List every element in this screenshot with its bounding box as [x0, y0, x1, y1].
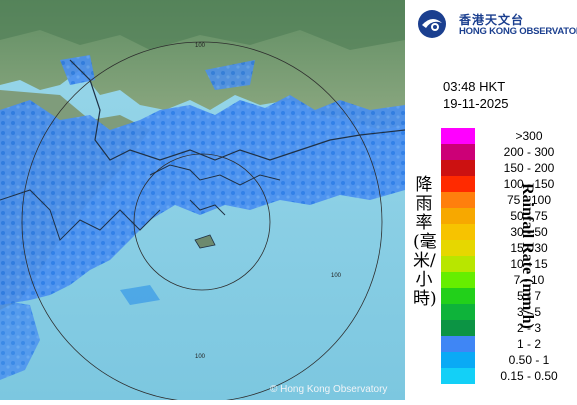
legend-row: >300	[441, 128, 577, 144]
legend-title-chinese: 降雨率(毫米/小時)	[413, 175, 437, 309]
legend-row: 50 - 75	[441, 208, 577, 224]
legend-range-label: 75 - 100	[506, 193, 552, 207]
legend-swatch	[441, 144, 475, 160]
legend-swatch	[441, 256, 475, 272]
hko-logo: 香港天文台 HONG KONG OBSERVATORY	[415, 8, 577, 40]
radar-image: 100 100 100	[0, 0, 406, 403]
legend-range-label: 5 - 7	[516, 289, 541, 303]
legend-row: 30 - 50	[441, 224, 577, 240]
legend-swatch	[441, 128, 475, 144]
legend-row: 10 - 15	[441, 256, 577, 272]
legend-swatch	[441, 224, 475, 240]
range-ring-inner	[133, 153, 271, 291]
legend-swatch	[441, 272, 475, 288]
legend-row: 150 - 200	[441, 160, 577, 176]
range-label-south: 100	[195, 354, 206, 360]
coastline	[69, 59, 406, 161]
logo-chinese-text: 香港天文台	[459, 13, 525, 27]
island-outline	[189, 199, 226, 216]
hko-emblem-icon	[418, 10, 446, 38]
rain-echo-southwest	[0, 300, 40, 380]
legend-row: 1 - 2	[441, 336, 577, 352]
legend-range-label: 10 - 15	[510, 257, 548, 271]
legend-swatch	[441, 288, 475, 304]
mountain-shading	[0, 0, 405, 50]
legend-swatch	[441, 352, 475, 368]
coastline-west	[0, 189, 161, 241]
legend-row: 7 - 10	[441, 272, 577, 288]
legend-row: 15 - 30	[441, 240, 577, 256]
legend-range-label: 150 - 200	[503, 161, 555, 175]
range-label-east: 100	[331, 273, 342, 279]
legend-row: 75 - 100	[441, 192, 577, 208]
range-label-north: 100	[195, 43, 206, 49]
legend-range-label: 0.15 - 0.50	[500, 369, 558, 383]
legend-range-label: 100 - 150	[503, 177, 555, 191]
rain-echo-small	[120, 285, 160, 305]
copyright: © Hong Kong Observatory	[270, 384, 388, 395]
legend-range-label: 2 - 3	[516, 321, 541, 335]
radar-map[interactable]: 100 100 100 © Hong Kong Observatory	[0, 0, 406, 403]
legend-swatch	[441, 320, 475, 336]
legend-range-label: 50 - 75	[510, 209, 548, 223]
legend-range-label: 1 - 2	[516, 337, 541, 351]
legend-swatch	[441, 240, 475, 256]
legend-row: 5 - 7	[441, 288, 577, 304]
legend-range-label: 200 - 300	[503, 145, 555, 159]
island	[194, 234, 216, 249]
legend-range-label: 30 - 50	[510, 225, 548, 239]
legend-row: 100 - 150	[441, 176, 577, 192]
legend-range-label: 3 - 5	[516, 305, 541, 319]
legend-row: 0.50 - 1	[441, 352, 577, 368]
logo-english-text: HONG KONG OBSERVATORY	[459, 26, 577, 37]
legend-panel: 香港天文台 HONG KONG OBSERVATORY 03:48 HKT 19…	[405, 0, 577, 400]
legend-swatch	[441, 160, 475, 176]
radar-date: 19-11-2025	[443, 96, 509, 111]
hk-boundary	[149, 164, 281, 186]
rain-echo-north	[60, 55, 95, 85]
legend-swatch	[441, 368, 475, 384]
legend-row: 200 - 300	[441, 144, 577, 160]
legend-swatch	[441, 304, 475, 320]
legend-row: 0.15 - 0.50	[441, 368, 577, 384]
legend-swatch	[441, 336, 475, 352]
legend-range-label: 15 - 30	[510, 241, 548, 255]
legend-range-label: >300	[515, 129, 543, 143]
legend-swatch	[441, 192, 475, 208]
legend-swatch	[441, 208, 475, 224]
legend-swatch	[441, 176, 475, 192]
radar-time: 03:48 HKT	[443, 79, 506, 94]
legend-range-label: 0.50 - 1	[508, 353, 550, 367]
legend-range-label: 7 - 10	[513, 273, 545, 287]
rain-echo-northeast	[205, 60, 255, 90]
legend-row: 2 - 3	[441, 320, 577, 336]
legend-row: 3 - 5	[441, 304, 577, 320]
